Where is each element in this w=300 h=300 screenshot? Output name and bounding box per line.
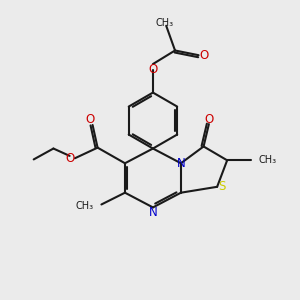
Text: CH₃: CH₃ (156, 18, 174, 28)
Text: O: O (65, 152, 74, 165)
Text: S: S (219, 180, 226, 193)
Text: N: N (176, 157, 185, 170)
Text: CH₃: CH₃ (259, 155, 277, 165)
Text: O: O (85, 113, 94, 126)
Text: O: O (148, 63, 158, 76)
Text: N: N (148, 206, 157, 219)
Text: CH₃: CH₃ (75, 201, 93, 211)
Text: O: O (199, 49, 208, 62)
Text: O: O (204, 113, 214, 126)
